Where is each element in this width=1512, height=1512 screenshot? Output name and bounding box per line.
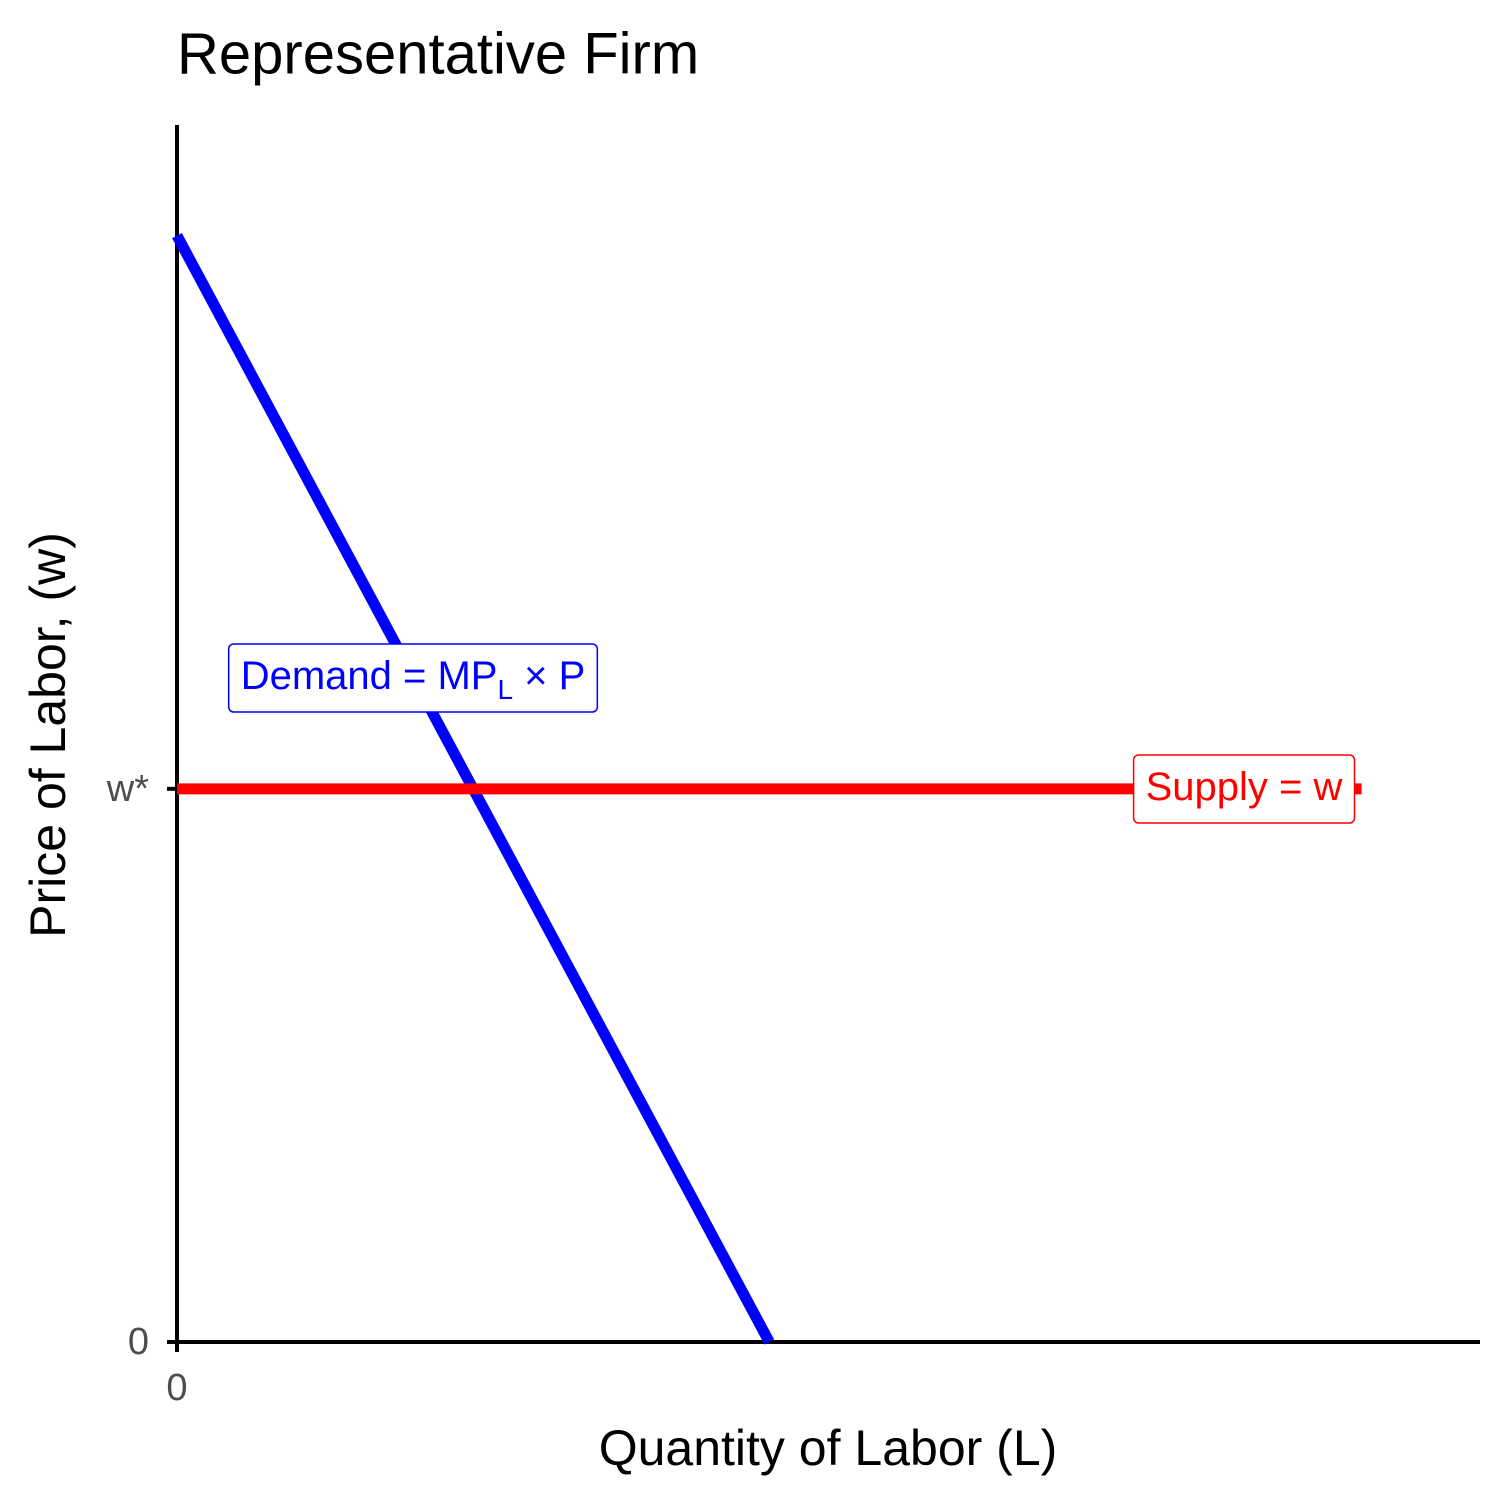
- x-tick-label: 0: [166, 1367, 187, 1409]
- y-axis-title: Price of Labor, (w): [20, 532, 76, 938]
- x-axis-title: Quantity of Labor (L): [599, 1420, 1058, 1476]
- label-part: × P: [513, 654, 585, 698]
- label-text: Supply = w: [1146, 765, 1343, 809]
- y-tick-label: 0: [128, 1321, 149, 1363]
- label-box: [227, 643, 599, 713]
- label-text: Demand = MPL × P: [241, 654, 586, 706]
- chart-title: Representative Firm: [177, 21, 699, 86]
- line-label: Supply = w: [1132, 754, 1356, 824]
- y-tick-label: w*: [106, 768, 149, 810]
- label-part: Supply = w: [1146, 765, 1343, 809]
- label-part: Demand = MP: [241, 654, 498, 698]
- label-part: L: [497, 674, 513, 705]
- line-label: Demand = MPL × P: [227, 643, 599, 713]
- label-box: [1132, 754, 1356, 824]
